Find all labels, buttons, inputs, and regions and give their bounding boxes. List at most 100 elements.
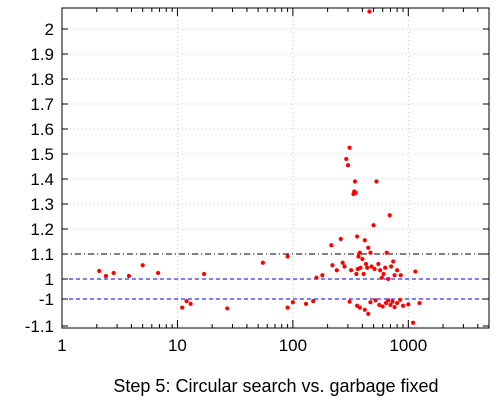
y-tick-label: 1.1: [30, 245, 54, 264]
x-tick-label: 10: [168, 336, 187, 355]
data-point: [140, 263, 145, 268]
data-point: [362, 307, 367, 312]
data-point: [400, 303, 406, 308]
y-tick-label: -1: [39, 290, 54, 309]
axis-ticks: [61, 8, 490, 328]
data-point: [392, 273, 397, 278]
data-point: [290, 300, 295, 305]
data-point: [357, 250, 362, 255]
data-point: [354, 271, 359, 277]
data-point: [398, 273, 403, 278]
data-point: [391, 259, 396, 264]
data-point: [388, 302, 393, 308]
data-point: [398, 297, 403, 302]
data-point: [395, 268, 400, 273]
data-point: [390, 299, 395, 304]
data-point: [380, 304, 385, 309]
data-point: [342, 264, 347, 269]
data-point: [373, 298, 378, 303]
data-point: [377, 302, 382, 308]
y-tick-label: 2: [45, 20, 54, 39]
data-point: [386, 276, 391, 282]
data-point: [365, 265, 370, 270]
data-point: [379, 275, 384, 280]
data-point: [180, 305, 185, 310]
data-point: [410, 320, 416, 325]
x-tick-label: 1: [57, 336, 66, 355]
data-point: [406, 302, 411, 307]
data-point: [111, 270, 116, 276]
data-point: [381, 271, 386, 277]
data-point: [383, 265, 388, 270]
data-point: [363, 261, 369, 267]
data-point: [352, 179, 358, 184]
data-point: [201, 271, 207, 277]
data-point: [362, 238, 367, 243]
y-tick-label: 1: [45, 270, 54, 289]
x-tick-label: 100: [279, 336, 307, 355]
data-point: [334, 268, 339, 273]
data-point: [356, 254, 361, 259]
data-point: [357, 305, 362, 310]
y-tick-label: 1.8: [30, 70, 54, 89]
data-point: [386, 298, 391, 303]
data-point: [378, 268, 383, 273]
y-tick-label: 1.3: [30, 195, 54, 214]
data-point: [225, 306, 230, 311]
x-axis-label: Step 5: Circular search vs. garbage fixe…: [113, 376, 438, 396]
data-point: [320, 273, 325, 278]
grid-layer: [62, 8, 489, 328]
data-point: [417, 300, 422, 306]
data-point: [360, 256, 365, 262]
data-point: [395, 300, 400, 306]
data-point: [303, 301, 309, 306]
data-point: [372, 266, 377, 272]
y-tick-label: 1.6: [30, 120, 54, 139]
data-point: [361, 271, 366, 277]
y-tick-label: 1.2: [30, 220, 54, 239]
data-point: [338, 236, 343, 242]
data-point: [285, 305, 290, 310]
data-point: [371, 223, 376, 228]
data-point: [344, 156, 349, 162]
data-point: [358, 265, 363, 270]
x-tick-label: 1000: [389, 336, 427, 355]
data-point: [374, 179, 379, 184]
data-point: [97, 268, 102, 274]
tick-labels: 21.91.81.71.61.51.41.31.21.11-1-1.11 10 10…: [25, 20, 428, 355]
data-point: [314, 275, 319, 280]
data-point: [340, 260, 345, 265]
data-point: [384, 250, 389, 255]
data-point: [347, 299, 352, 304]
data-point: [126, 273, 132, 279]
data-point: [330, 263, 335, 268]
data-point: [353, 190, 358, 195]
data-point: [366, 245, 371, 250]
y-tick-label: 1.7: [30, 95, 54, 114]
plot-frame: [61, 7, 490, 329]
data-point: [392, 305, 397, 310]
data-point: [368, 250, 373, 255]
y-tick-label: 1.5: [30, 145, 54, 164]
data-point: [345, 163, 351, 168]
data-point: [349, 268, 354, 273]
data-point: [184, 299, 189, 304]
data-point: [285, 254, 290, 259]
reference-lines: [62, 253, 489, 300]
data-point: [387, 213, 392, 218]
data-point: [311, 299, 316, 304]
data-point: [347, 145, 352, 150]
y-tick-label: 1.4: [30, 170, 54, 189]
y-tick-label: 1.9: [30, 45, 54, 64]
data-point: [367, 9, 372, 14]
data-point: [156, 270, 161, 276]
data-point: [376, 261, 381, 267]
data-point: [368, 300, 373, 305]
data-point: [354, 234, 360, 239]
data-point: [188, 301, 193, 306]
data-point: [260, 260, 266, 265]
data-point: [413, 269, 418, 274]
data-points: [97, 9, 422, 325]
data-point: [366, 311, 371, 316]
